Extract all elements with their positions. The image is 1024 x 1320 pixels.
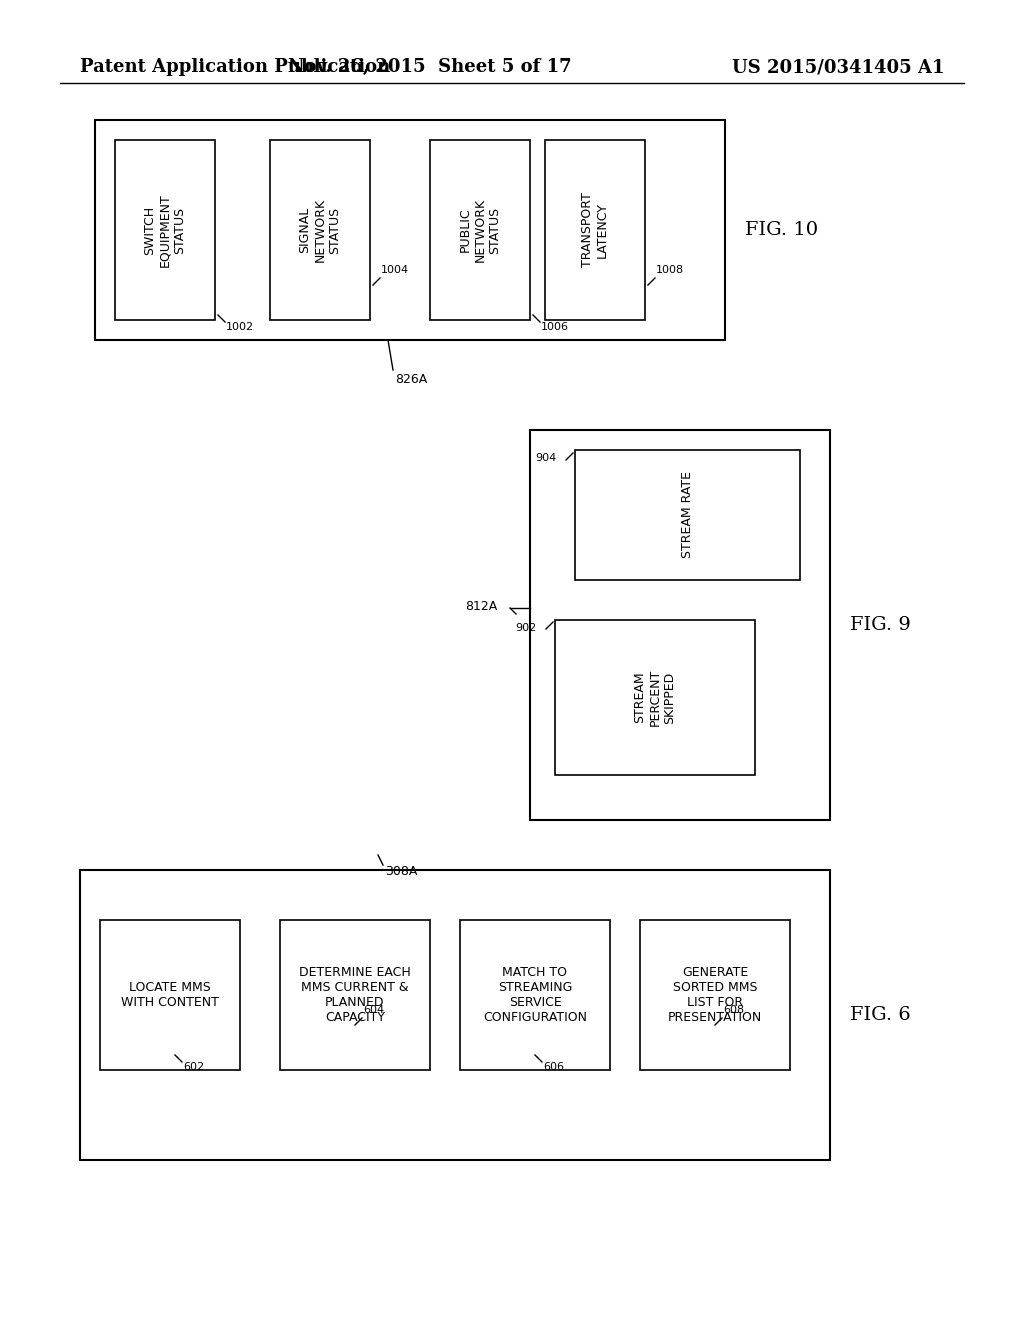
Bar (430, 140, 530, 319)
Text: 812A: 812A (465, 601, 498, 614)
Text: PUBLIC
NETWORK
STATUS: PUBLIC NETWORK STATUS (459, 198, 502, 263)
Text: US 2015/0341405 A1: US 2015/0341405 A1 (731, 58, 944, 77)
Text: 602: 602 (183, 1063, 204, 1072)
Bar (280, 920, 430, 1071)
Text: 826A: 826A (395, 374, 427, 385)
Text: MATCH TO
STREAMING
SERVICE
CONFIGURATION: MATCH TO STREAMING SERVICE CONFIGURATION (483, 966, 587, 1024)
Text: 904: 904 (535, 453, 556, 463)
Text: Nov. 26, 2015  Sheet 5 of 17: Nov. 26, 2015 Sheet 5 of 17 (288, 58, 571, 77)
Text: FIG. 9: FIG. 9 (850, 616, 911, 634)
Bar (545, 140, 645, 319)
Text: Patent Application Publication: Patent Application Publication (80, 58, 390, 77)
Text: 1006: 1006 (541, 322, 569, 333)
Bar (530, 430, 830, 820)
Text: FIG. 10: FIG. 10 (745, 220, 818, 239)
Text: LOCATE MMS
WITH CONTENT: LOCATE MMS WITH CONTENT (121, 981, 219, 1008)
Text: STREAM
PERCENT
SKIPPED: STREAM PERCENT SKIPPED (634, 669, 677, 726)
Text: 1002: 1002 (226, 322, 254, 333)
Bar (95, 120, 725, 341)
Bar (115, 140, 215, 319)
Bar (460, 920, 610, 1071)
Text: FIG. 6: FIG. 6 (850, 1006, 910, 1024)
Text: 1008: 1008 (656, 265, 684, 275)
Bar (270, 140, 370, 319)
Text: STREAM RATE: STREAM RATE (681, 471, 694, 558)
Text: 608: 608 (723, 1005, 744, 1015)
Text: SWITCH
EQUIPMENT
STATUS: SWITCH EQUIPMENT STATUS (143, 193, 186, 267)
Text: SIGNAL
NETWORK
STATUS: SIGNAL NETWORK STATUS (299, 198, 341, 263)
Text: 606: 606 (543, 1063, 564, 1072)
Bar (100, 920, 240, 1071)
Text: DETERMINE EACH
MMS CURRENT &
PLANNED
CAPACITY: DETERMINE EACH MMS CURRENT & PLANNED CAP… (299, 966, 411, 1024)
Bar (640, 920, 790, 1071)
Text: 308A: 308A (385, 865, 418, 878)
Bar (555, 620, 755, 775)
Text: TRANSPORT
LATENCY: TRANSPORT LATENCY (581, 193, 609, 268)
Bar (80, 870, 830, 1160)
Bar (575, 450, 800, 579)
Text: 1004: 1004 (381, 265, 410, 275)
Text: GENERATE
SORTED MMS
LIST FOR
PRESENTATION: GENERATE SORTED MMS LIST FOR PRESENTATIO… (668, 966, 762, 1024)
Text: 902: 902 (515, 623, 537, 634)
Text: 604: 604 (362, 1005, 384, 1015)
